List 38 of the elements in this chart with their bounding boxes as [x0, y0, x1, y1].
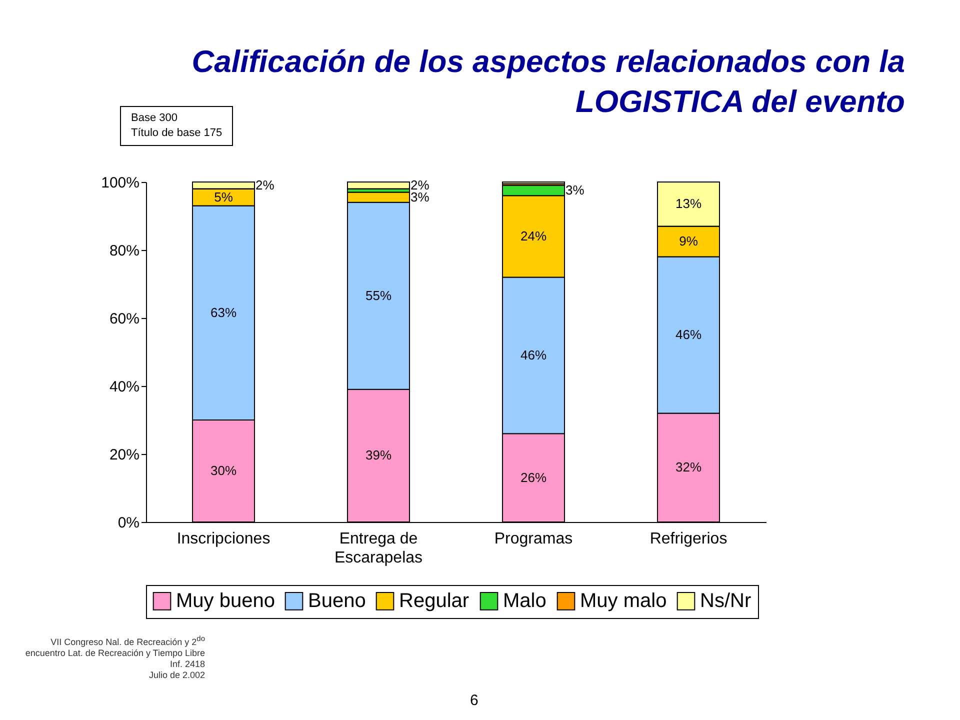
data-label: 46%	[520, 347, 547, 362]
text: Título de base 175	[131, 126, 222, 141]
y-tick-label: 100%	[101, 174, 140, 192]
legend-label: Muy bueno	[176, 590, 275, 612]
legend-label: Bueno	[308, 590, 366, 612]
text: VII Congreso Nal. de Recreación y 2$^{do}$ encuentro Lat. de Recreación y Tiempo Libre	[24, 633, 205, 659]
legend-label: Regular	[399, 590, 470, 612]
y-tick-label: 0%	[118, 514, 140, 532]
data-label: 5%	[214, 189, 234, 204]
data-label: 32%	[675, 460, 702, 475]
y-tick-label: 40%	[109, 378, 140, 396]
text: Inf. 2418	[168, 659, 205, 670]
x-tick-label: Programas	[494, 530, 573, 548]
y-tick-label: 20%	[109, 446, 140, 464]
data-label: 9%	[679, 234, 698, 248]
legend-label: Ns/Nr	[700, 590, 752, 612]
data-label: 2%	[256, 177, 275, 192]
x-tick-label: Refrigerios	[650, 530, 728, 548]
data-label: 24%	[520, 228, 547, 244]
text: Base 300	[131, 111, 178, 126]
bar	[347, 182, 410, 190]
data-label: 46%	[675, 327, 702, 342]
y-tick-label: 60%	[109, 310, 140, 328]
x-tick-label: Inscripciones	[176, 530, 270, 548]
legend-label: Malo	[503, 590, 546, 612]
legend-label: Muy malo	[580, 590, 667, 612]
data-label: 13%	[675, 196, 702, 212]
data-label: 30%	[210, 463, 237, 478]
text: 6	[470, 692, 478, 709]
chart-title: Calificación de los aspectos relacionados con la LOGISTICA del evento	[192, 44, 905, 119]
x-tick-label: Entrega de Escarapelas	[334, 530, 423, 566]
data-label: 3%	[566, 182, 585, 198]
data-label: 63%	[210, 304, 237, 320]
text: Julio de 2.002	[148, 670, 205, 681]
data-label: 55%	[365, 288, 392, 303]
data-label: 26%	[520, 470, 547, 485]
y-tick-label: 80%	[109, 242, 140, 260]
data-label: 39%	[365, 448, 392, 463]
